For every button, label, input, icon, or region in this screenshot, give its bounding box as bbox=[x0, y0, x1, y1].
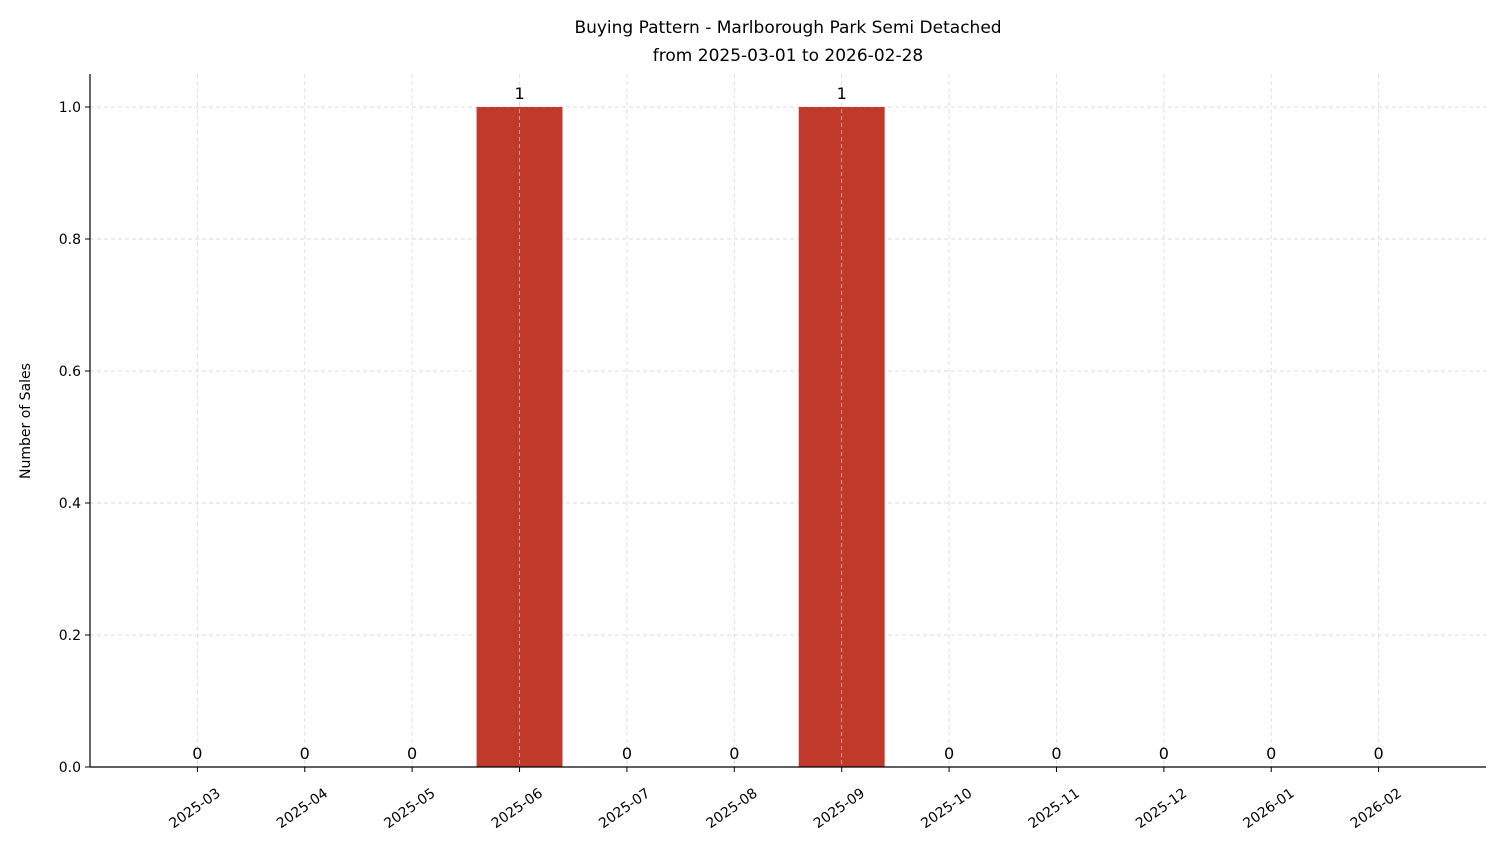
y-tick-label: 0.8 bbox=[59, 232, 81, 248]
x-tick-label: 2025-06 bbox=[489, 785, 546, 832]
data-label: 0 bbox=[1374, 744, 1384, 763]
bar-2025-09 bbox=[798, 107, 885, 767]
chart-subtitle: from 2025-03-01 to 2026-02-28 bbox=[653, 46, 923, 66]
data-label: 0 bbox=[192, 744, 202, 763]
bars bbox=[476, 107, 885, 767]
grid bbox=[90, 106, 1486, 768]
data-label: 0 bbox=[1159, 744, 1169, 763]
x-tick-label: 2025-07 bbox=[596, 785, 653, 832]
data-label: 0 bbox=[1266, 744, 1276, 763]
bar-2025-06 bbox=[476, 107, 563, 767]
data-labels: 0 0 0 1 0 0 1 0 0 0 0 0 bbox=[192, 84, 1383, 763]
y-tick-label: 0.6 bbox=[59, 364, 81, 380]
x-tick-label: 2026-01 bbox=[1240, 785, 1297, 832]
y-axis-ticks: 0.0 0.2 0.4 0.6 0.8 1.0 bbox=[59, 100, 90, 776]
grid-front bbox=[196, 74, 1380, 767]
y-tick-label: 0.0 bbox=[59, 760, 81, 776]
x-tick-label: 2025-04 bbox=[274, 785, 331, 832]
y-tick-label: 0.4 bbox=[59, 496, 81, 512]
x-tick-label: 2025-08 bbox=[703, 785, 760, 832]
y-tick-label: 1.0 bbox=[59, 100, 81, 116]
data-label: 0 bbox=[407, 744, 417, 763]
data-label: 0 bbox=[622, 744, 632, 763]
data-label: 1 bbox=[514, 84, 524, 103]
x-tick-label: 2025-03 bbox=[167, 785, 224, 832]
data-label: 0 bbox=[1051, 744, 1061, 763]
data-label: 1 bbox=[837, 84, 847, 103]
data-label: 0 bbox=[944, 744, 954, 763]
chart-title: Buying Pattern - Marlborough Park Semi D… bbox=[574, 18, 1001, 38]
y-axis-label: Number of Sales bbox=[18, 363, 34, 479]
y-tick-label: 0.2 bbox=[59, 628, 81, 644]
x-axis-ticks: 2025-03 2025-04 2025-05 2025-06 2025-07 2025-… bbox=[167, 767, 1405, 832]
x-tick-label: 2025-12 bbox=[1133, 785, 1190, 832]
data-label: 0 bbox=[300, 744, 310, 763]
x-tick-label: 2025-11 bbox=[1026, 785, 1083, 832]
x-tick-label: 2025-09 bbox=[811, 785, 868, 832]
x-tick-label: 2025-10 bbox=[918, 785, 975, 832]
x-tick-label: 2026-02 bbox=[1348, 785, 1405, 832]
data-label: 0 bbox=[729, 744, 739, 763]
x-tick-label: 2025-05 bbox=[381, 785, 438, 832]
